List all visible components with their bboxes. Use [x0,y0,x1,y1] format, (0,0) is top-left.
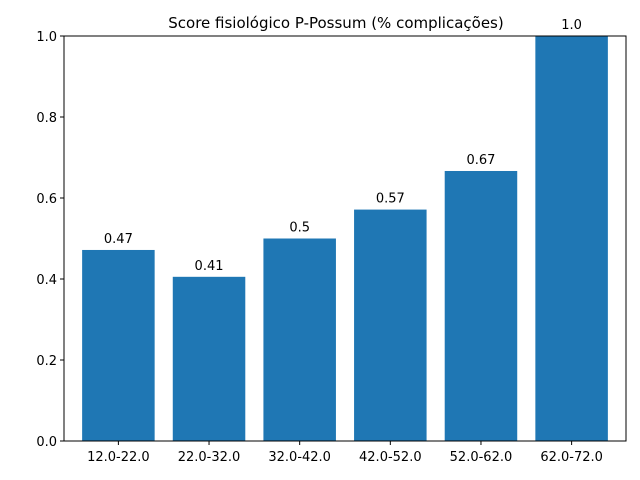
data-label-22.0-32.0: 0.41 [195,259,224,274]
bar-52.0-62.0 [444,170,518,441]
data-label-62.0-72.0: 1.0 [561,18,582,33]
x-tick-label: 12.0-22.0 [87,450,150,465]
data-label-42.0-52.0: 0.57 [376,192,405,207]
y-tick-label: 0.2 [36,354,57,369]
bar-22.0-32.0 [172,276,246,441]
x-tick-label: 52.0-62.0 [450,450,513,465]
y-tick-label: 0.6 [36,192,57,207]
x-axis: 12.0-22.0 22.0-32.0 32.0-42.0 42.0-52.0 52.0… [87,441,603,465]
x-tick-label: 42.0-52.0 [359,450,422,465]
data-label-52.0-62.0: 0.67 [466,153,495,168]
data-label-32.0-42.0: 0.5 [289,221,310,236]
bar-32.0-42.0 [263,238,336,441]
y-tick-label: 0.0 [36,435,57,450]
bar-12.0-22.0 [82,249,155,441]
y-tick-label: 0.8 [36,111,57,126]
chart-title: Score fisiológico P-Possum (% complicaçõ… [168,14,503,32]
bar-42.0-52.0 [354,209,427,441]
y-tick-label: 0.4 [36,273,57,288]
y-axis: 0.0 0.2 0.4 0.6 0.8 1.0 [36,30,64,450]
data-labels-group: 0.47 0.41 0.5 0.57 0.67 1.0 [104,18,582,274]
bar-62.0-72.0 [535,36,608,441]
bars-group [82,36,608,441]
y-tick-label: 1.0 [36,30,57,45]
x-tick-label: 22.0-32.0 [178,450,241,465]
plot-frame [63,35,627,442]
x-tick-label: 62.0-72.0 [540,450,603,465]
x-tick-label: 32.0-42.0 [268,450,331,465]
data-label-12.0-22.0: 0.47 [104,232,133,247]
